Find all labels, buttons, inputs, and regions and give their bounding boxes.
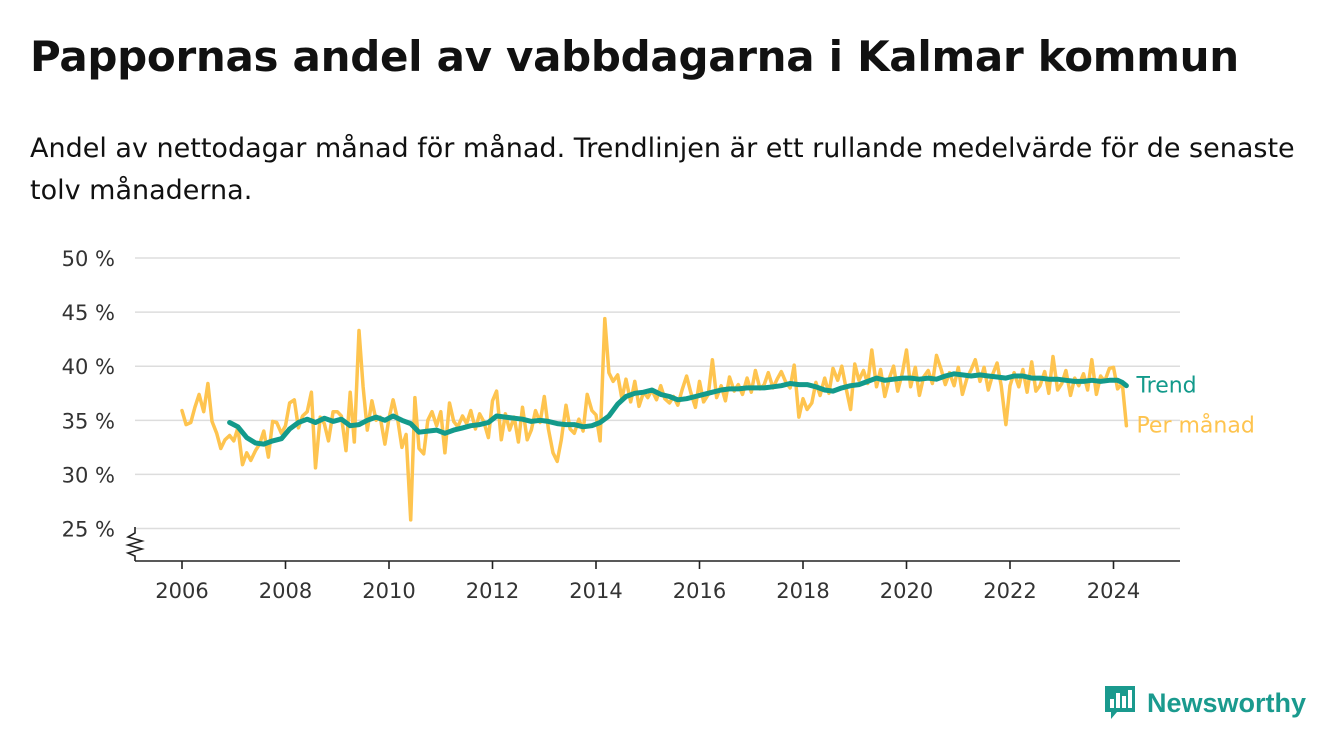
x-tick-label: 2020 <box>880 579 933 603</box>
chart-title: Pappornas andel av vabbdagarna i Kalmar … <box>30 32 1239 81</box>
x-tick-label: 2018 <box>776 579 829 603</box>
y-tick-label: 45 % <box>62 301 115 325</box>
y-tick-label: 25 % <box>62 518 115 542</box>
x-tick-label: 2010 <box>362 579 415 603</box>
series-labels: Per månad Trend <box>1135 374 1254 439</box>
y-tick-label: 30 % <box>62 463 115 487</box>
y-tick-label: 50 % <box>62 247 115 271</box>
x-axis: 2006 2008 2010 2012 2014 2016 2018 2020 2022 2024 <box>135 560 1180 603</box>
series-label-per-manad: Per månad <box>1136 413 1254 439</box>
x-tick-label: 2008 <box>259 579 312 603</box>
series-line-trend <box>227 371 1129 447</box>
newsworthy-logo-icon <box>1104 686 1135 719</box>
y-axis: 25 % 30 % 35 % 40 % 45 % 50 % <box>62 247 145 561</box>
x-tick-label: 2016 <box>673 579 726 603</box>
series-lines <box>180 316 1129 522</box>
axis-break-icon <box>125 527 145 561</box>
chart-subtitle: Andel av nettodagar månad för månad. Tre… <box>30 133 1295 206</box>
x-tick-label: 2014 <box>569 579 622 603</box>
series-label-trend: Trend <box>1135 374 1196 399</box>
x-tick-label: 2012 <box>466 579 519 603</box>
x-tick-label: 2022 <box>983 579 1036 603</box>
brand-name: Newsworthy <box>1146 687 1306 718</box>
brand[interactable]: Newsworthy <box>1103 684 1306 722</box>
y-tick-label: 35 % <box>62 409 115 433</box>
x-tick-label: 2024 <box>1087 579 1140 603</box>
x-tick-label: 2006 <box>155 579 208 603</box>
y-tick-label: 40 % <box>62 355 115 379</box>
